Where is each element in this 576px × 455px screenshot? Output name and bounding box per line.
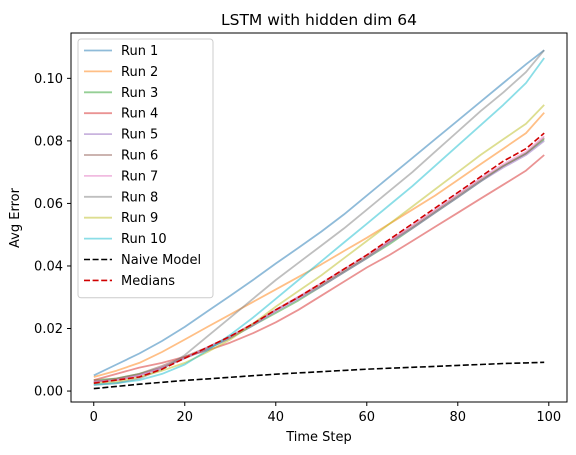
y-tick-label: 0.04 xyxy=(34,259,63,274)
y-tick-label: 0.08 xyxy=(34,134,63,149)
x-tick-label: 40 xyxy=(267,410,284,425)
x-tick-label: 100 xyxy=(536,410,561,425)
y-tick-label: 0.00 xyxy=(34,385,63,400)
legend-label-1: Run 1 xyxy=(121,44,158,59)
legend-label-8: Run 8 xyxy=(121,190,158,205)
y-tick-label: 0.10 xyxy=(34,72,63,87)
x-tick-label: 0 xyxy=(90,410,98,425)
legend-label-9: Run 9 xyxy=(121,211,158,226)
x-tick-label: 60 xyxy=(359,410,376,425)
x-tick-label: 20 xyxy=(176,410,193,425)
legend-label-12: Medians xyxy=(121,274,175,289)
legend-label-7: Run 7 xyxy=(121,169,158,184)
chart-title: LSTM with hidden dim 64 xyxy=(221,11,417,29)
legend-label-2: Run 2 xyxy=(121,65,158,80)
x-tick-label: 80 xyxy=(450,410,467,425)
y-tick-label: 0.06 xyxy=(34,197,63,212)
legend-label-6: Run 6 xyxy=(121,149,158,164)
legend-label-11: Naive Model xyxy=(121,253,201,268)
legend-label-4: Run 4 xyxy=(121,107,158,122)
y-axis-label: Avg Error xyxy=(8,187,23,248)
legend-label-10: Run 10 xyxy=(121,232,167,247)
x-axis-label: Time Step xyxy=(285,430,352,445)
legend-label-3: Run 3 xyxy=(121,86,158,101)
y-tick-label: 0.02 xyxy=(34,322,63,337)
legend-label-5: Run 5 xyxy=(121,128,158,143)
legend: Run 1 Run 2 Run 3 Run 4 Run 5 Run 6 Run 7 Run 8… xyxy=(78,39,213,298)
